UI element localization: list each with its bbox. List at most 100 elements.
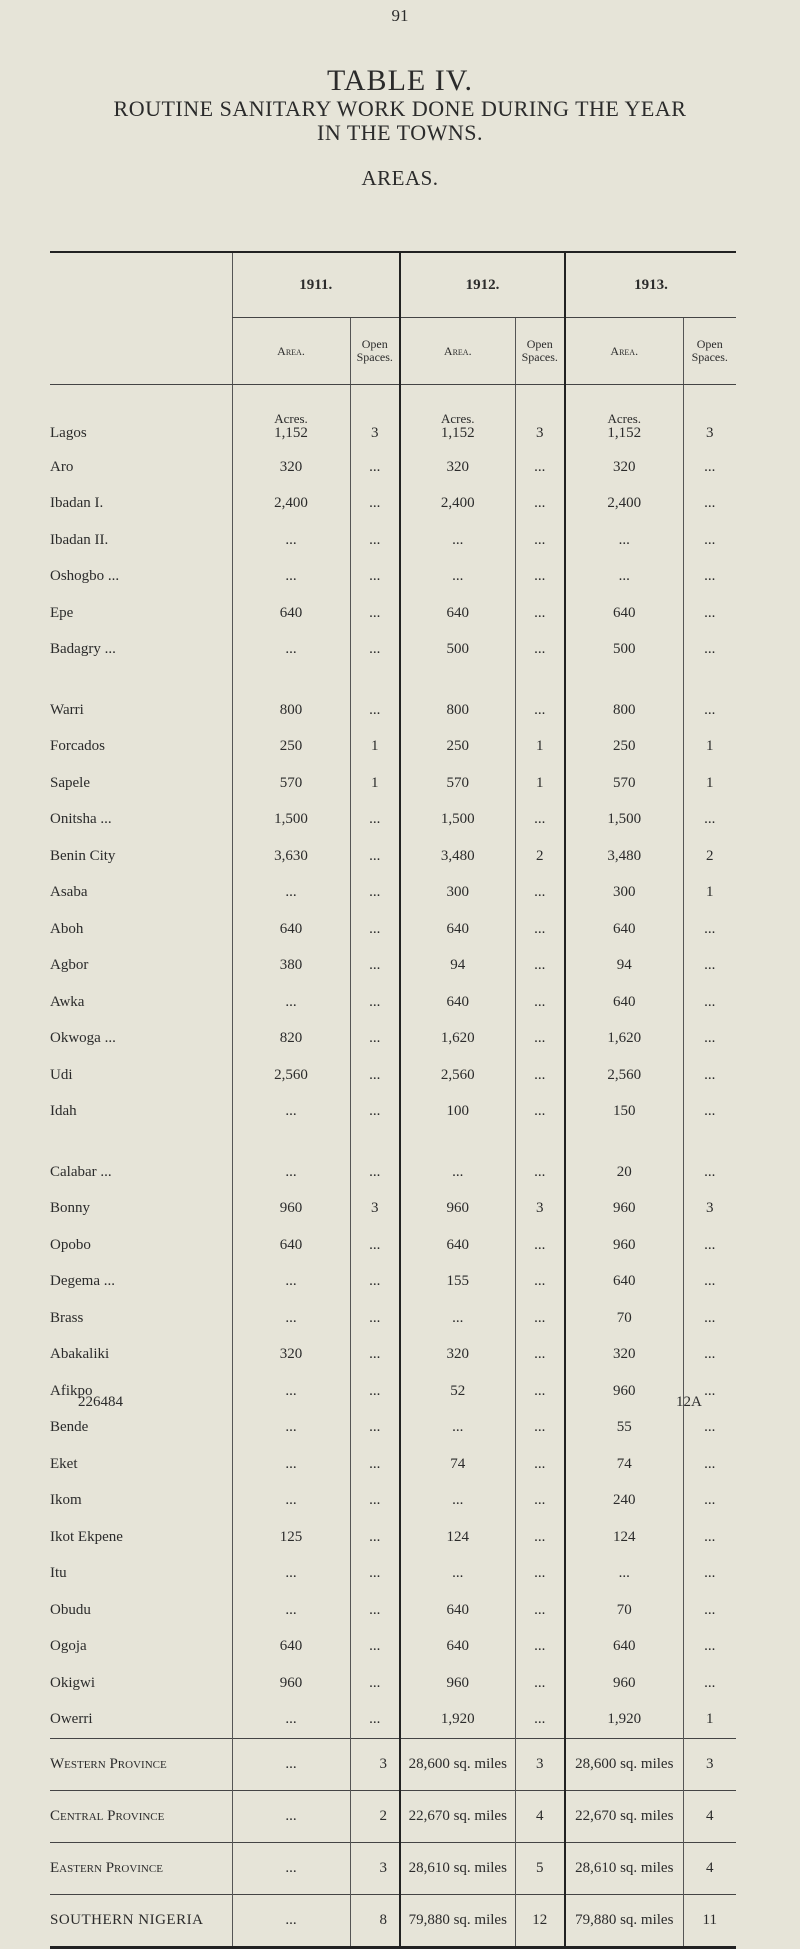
area-1911: 2,560	[231, 1057, 350, 1094]
table-row: Epe 640... 640... 640...	[50, 595, 736, 632]
cell-value: 2	[379, 1808, 388, 1824]
cell-value: 22,670 sq. miles	[408, 1808, 507, 1824]
cell-value: 640	[446, 1638, 470, 1655]
area-1911: ...	[231, 1409, 350, 1446]
cell-value: 3	[536, 1200, 544, 1217]
cell-value: ...	[704, 1103, 716, 1120]
open-spaces-1912: ...	[514, 1300, 565, 1337]
town-name: SOUTHERN NIGERIA	[50, 1894, 232, 1949]
cell-value: 800	[279, 701, 303, 718]
town-name: Forcados	[50, 729, 232, 766]
open-spaces-1911: ...	[349, 1373, 400, 1410]
town-name: Aboh	[50, 911, 232, 948]
area-1911: 320	[231, 449, 350, 486]
cell-value: 2,560	[607, 1066, 642, 1083]
open-spaces-1911: ...	[349, 1628, 400, 1665]
cell-value: 960	[446, 1200, 470, 1217]
town-label: Udi	[50, 1066, 73, 1083]
open-spaces-1912: 2	[514, 838, 565, 875]
area-1913: 640	[564, 984, 683, 1021]
cell-value: ...	[534, 1309, 546, 1326]
open-spaces-1911: ...	[349, 1446, 400, 1483]
cell-value: ...	[534, 458, 546, 475]
area-1912: 250	[399, 728, 515, 765]
area-1911: 640	[231, 1227, 350, 1264]
open-spaces-1913: 1	[682, 765, 736, 802]
cell-value: ...	[534, 495, 546, 512]
cell-value: 12	[532, 1912, 548, 1928]
total-row: Western Province... 3 28,600 sq. miles 3 28,…	[50, 1738, 736, 1791]
table-row: Ogoja 640... 640... 640...	[50, 1628, 736, 1665]
cell-value: ...	[369, 701, 381, 718]
open-spaces-1911: 3	[349, 1190, 400, 1227]
open-spaces-1912: ...	[514, 1409, 565, 1446]
cell-value: 94	[450, 957, 466, 974]
cell-value: ...	[285, 1756, 297, 1772]
town-name: Calabar ...	[50, 1154, 232, 1191]
cell-value: ...	[452, 1163, 464, 1180]
cell-value: ...	[704, 1382, 716, 1399]
area-1913: 2,400	[564, 485, 683, 522]
page-number: 91	[391, 6, 409, 25]
open-spaces-1912: ...	[514, 1482, 565, 1519]
area-1911: Acres. 1,152	[231, 384, 350, 449]
cell-value: 3,480	[440, 847, 475, 864]
cell-value: ...	[704, 920, 716, 937]
cell-value: 640	[613, 993, 636, 1010]
cell-value: ...	[534, 1236, 546, 1253]
area-1912: 155	[399, 1263, 515, 1300]
area-1912: 28,610 sq. miles	[399, 1842, 515, 1895]
cell-value: 1,500	[274, 811, 308, 828]
cell-value: 11	[702, 1912, 717, 1928]
area-1912: 52	[399, 1373, 515, 1410]
cell-value: ...	[704, 1601, 716, 1618]
cell-value: 1	[706, 884, 714, 901]
cell-value: 74	[450, 1455, 466, 1472]
area-1912: 94	[399, 947, 515, 984]
area-1911: 250	[231, 728, 350, 765]
cell-value: ...	[285, 1309, 297, 1326]
open-spaces-1913: ...	[682, 1446, 736, 1483]
cell-value: 960	[613, 1236, 636, 1253]
table-row: Bende............ 55...	[50, 1409, 736, 1446]
open-spaces-1912: ...	[514, 801, 565, 838]
cell-value: ...	[285, 1601, 297, 1618]
cell-value: 28,610 sq. miles	[575, 1860, 674, 1876]
table-row: Ikom............ 240...	[50, 1482, 736, 1519]
area-1911: 3,630	[231, 838, 350, 875]
open-spaces-1913: ...	[682, 1373, 736, 1410]
area-1913: 640	[564, 911, 683, 948]
area-1913: 960	[564, 1190, 683, 1227]
town-label: Onitsha ...	[50, 811, 112, 828]
open-spaces-1912: 3	[514, 384, 565, 449]
cell-value: ...	[534, 1419, 546, 1436]
cell-value: ...	[285, 1273, 297, 1290]
open-spaces-1911: ...	[349, 522, 400, 559]
town-label: Ikot Ekpene	[50, 1528, 123, 1545]
cell-value: ...	[369, 1163, 381, 1180]
area-1911: ...	[231, 874, 350, 911]
town-name: Degema ...	[50, 1264, 232, 1301]
cell-value: ...	[285, 1711, 297, 1728]
open-spaces-header-1913: Open Spaces.	[682, 317, 736, 385]
cell-value: 3,480	[607, 847, 642, 864]
open-spaces-1911: ...	[349, 1519, 400, 1556]
cell-value: 640	[279, 1236, 303, 1253]
cell-value: 960	[279, 1200, 303, 1217]
town-name: Itu	[50, 1556, 232, 1593]
town-name: Udi	[50, 1057, 232, 1094]
cell-value: 70	[616, 1601, 632, 1618]
open-spaces-1911: 2	[349, 1790, 400, 1843]
open-spaces-1912: ...	[514, 1154, 565, 1191]
open-spaces-1913: 4	[682, 1790, 736, 1843]
town-label: Degema ...	[50, 1273, 115, 1290]
cell-value: ...	[534, 1565, 546, 1582]
cell-value: ...	[534, 1346, 546, 1363]
table-row: Okigwi 960... 960... 960...	[50, 1665, 736, 1702]
cell-value: 800	[613, 701, 636, 718]
cell-value: ...	[369, 811, 381, 828]
area-1912: ...	[399, 1482, 515, 1519]
town-name: Asaba	[50, 875, 232, 912]
town-label: Bende	[50, 1419, 89, 1436]
table-row: Aro 320... 320... 320...	[50, 449, 736, 486]
